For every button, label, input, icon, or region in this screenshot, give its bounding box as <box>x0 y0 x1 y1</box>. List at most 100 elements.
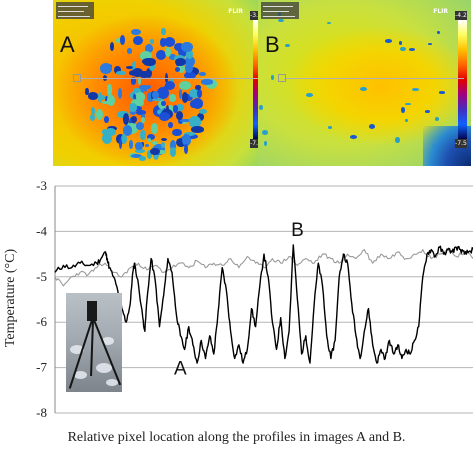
cold-patch <box>327 126 333 129</box>
cold-patch <box>438 91 446 94</box>
cold-patch <box>176 111 184 121</box>
cold-patch <box>87 92 98 100</box>
cold-patch <box>161 28 166 36</box>
cold-patch <box>133 88 141 93</box>
cold-patch <box>90 114 95 121</box>
cold-patch <box>384 39 392 43</box>
cold-patch <box>119 138 123 150</box>
cold-patch <box>152 90 160 99</box>
measurement-readout <box>56 2 94 19</box>
color-scale-bar <box>458 20 467 140</box>
profile-line <box>284 78 464 79</box>
cold-patch <box>140 117 146 123</box>
cold-patch <box>404 102 411 105</box>
cold-patch <box>135 122 145 131</box>
camera-icon <box>87 301 97 321</box>
cold-patch <box>180 118 191 123</box>
cold-patch <box>160 38 166 47</box>
cold-patch <box>401 107 406 113</box>
series-line-b <box>54 249 473 287</box>
color-scale-bar <box>253 20 262 140</box>
cold-patch <box>99 63 113 75</box>
y-tick-label: -7 <box>36 360 47 375</box>
cold-patch <box>116 37 121 43</box>
cold-patch <box>195 84 201 91</box>
cold-patch <box>183 132 196 136</box>
cold-patch <box>120 34 126 45</box>
cold-patch <box>146 92 155 102</box>
cold-patch <box>181 41 193 52</box>
cold-patch <box>177 64 186 74</box>
cold-patch <box>132 92 139 100</box>
cold-patch <box>97 91 103 103</box>
cold-patch <box>360 86 367 91</box>
flir-logo: FLIR <box>433 8 448 15</box>
cold-patch <box>131 29 141 36</box>
cold-patch <box>189 100 198 109</box>
cold-patch <box>126 48 132 54</box>
cold-patch <box>141 57 155 66</box>
cold-patch <box>109 41 114 51</box>
cold-patch <box>176 137 187 147</box>
cold-patch <box>186 48 193 60</box>
cold-patch <box>136 92 145 102</box>
cold-patch <box>184 93 193 101</box>
cold-patch <box>140 130 146 140</box>
cold-patch <box>103 74 108 82</box>
cold-patch <box>126 65 133 70</box>
cold-patch <box>135 148 145 153</box>
temperature-profile-chart: -3-4-5-6-7-8 AB Temperature (°C) <box>3 178 473 420</box>
cold-patch <box>164 37 176 47</box>
cold-patch <box>107 94 116 107</box>
cold-patch <box>182 133 191 146</box>
cold-patch <box>179 80 192 90</box>
cold-patch <box>436 31 441 34</box>
cold-patch <box>128 102 138 112</box>
tripod-photo <box>66 293 122 392</box>
cold-patch <box>105 131 111 142</box>
cold-patch <box>165 80 176 90</box>
cold-patch <box>169 140 176 151</box>
cold-patch <box>201 79 214 85</box>
cold-patch <box>185 55 196 67</box>
cold-patch <box>181 92 188 103</box>
cold-patch <box>136 110 147 115</box>
cold-patch <box>435 116 440 121</box>
series-label-a: A <box>174 359 187 380</box>
profile-lines <box>54 244 473 364</box>
cold-patch <box>408 48 416 51</box>
cold-patch <box>170 147 177 157</box>
cold-patch <box>399 40 402 45</box>
cold-patch <box>129 70 142 76</box>
cold-patch <box>184 63 193 74</box>
cold-patch <box>168 54 177 60</box>
cold-patch <box>196 113 205 122</box>
cold-patch <box>141 114 146 119</box>
series-label-b: B <box>291 220 304 241</box>
cold-patch <box>169 94 176 102</box>
cold-patch <box>189 116 201 128</box>
cold-patch <box>174 66 181 73</box>
cold-patch <box>131 154 142 158</box>
cold-patch <box>168 122 173 129</box>
cold-patch <box>197 88 202 98</box>
cold-patch <box>139 71 150 79</box>
cold-patch <box>427 43 433 46</box>
cold-patch <box>134 142 144 150</box>
y-tick-label: -4 <box>36 223 47 238</box>
cold-patch <box>138 85 148 90</box>
cold-patch <box>173 105 178 114</box>
cold-patch <box>105 128 117 136</box>
cold-patch <box>116 71 126 75</box>
scale-max-value: -4.2 <box>455 11 467 20</box>
cold-patch <box>198 108 207 114</box>
cold-patch <box>113 66 121 75</box>
cold-patch <box>278 18 285 22</box>
flir-logo: FLIR <box>228 8 243 15</box>
cold-patch <box>184 71 196 79</box>
x-axis-label: Relative pixel location along the profil… <box>67 430 406 445</box>
cold-patch <box>157 86 169 99</box>
profile-marker <box>278 74 286 82</box>
cold-patch <box>181 136 188 140</box>
cold-patch <box>120 133 128 145</box>
